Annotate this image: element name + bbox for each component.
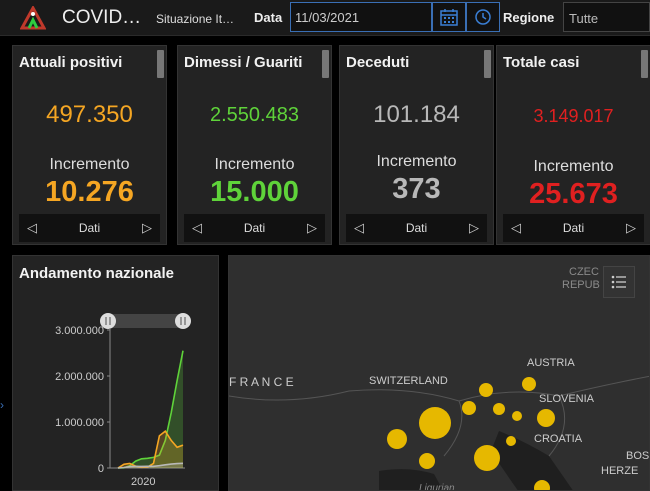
map-label: SLOVENIA (539, 393, 595, 405)
legend-button[interactable] (603, 266, 635, 298)
card-value: 3.149.017 (533, 106, 614, 126)
next-arrow-icon[interactable]: ▷ (469, 220, 479, 235)
card-scrollbar[interactable] (322, 50, 329, 78)
card-increment-value: 373 (392, 173, 441, 205)
card-footer: ◁ Dati ▷ (346, 214, 487, 242)
prev-arrow-icon[interactable]: ◁ (192, 220, 202, 235)
region-bubble[interactable] (537, 409, 555, 427)
map-canvas[interactable]: CZEC REPUB AUSTRIA F R A N C E SWITZERLA… (229, 256, 650, 491)
sea-area-ligurian (379, 469, 443, 490)
region-bubble[interactable] (419, 453, 435, 469)
map-label: SWITZERLAND (369, 375, 448, 387)
y-tick-label: 2.000.000 (55, 371, 104, 383)
series-positivi-line (117, 430, 184, 469)
region-bubble[interactable] (419, 407, 451, 439)
list-icon (611, 275, 626, 289)
trend-title: Andamento nazionale (19, 265, 175, 282)
italy-logo-icon (20, 6, 46, 30)
prev-arrow-icon[interactable]: ◁ (27, 220, 37, 235)
series-guariti-area (118, 350, 183, 468)
map-label: Ligurian (419, 483, 455, 491)
map-label: AUSTRIA (527, 357, 575, 369)
card-title: Totale casi (503, 54, 580, 71)
border-lines (229, 375, 649, 457)
map-label: HERZE (601, 465, 638, 477)
card-title: Dimessi / Guariti (184, 54, 303, 71)
card-footer-label: Dati (243, 221, 266, 235)
map-panel[interactable]: CZEC REPUB AUSTRIA F R A N C E SWITZERLA… (228, 255, 650, 491)
card-footer: ◁ Dati ▷ (184, 214, 325, 242)
app-subtitle: Situazione It… (156, 12, 235, 26)
series-positivi-area (118, 431, 183, 468)
range-handle-right[interactable] (175, 313, 191, 329)
card-increment-label: Incremento (533, 158, 614, 175)
card-increment-value: 25.673 (529, 178, 618, 210)
card-scrollbar[interactable] (484, 50, 491, 78)
region-bubble[interactable] (493, 403, 505, 415)
region-bubble[interactable] (512, 411, 522, 421)
range-slider-track[interactable] (106, 314, 183, 328)
region-bubble[interactable] (462, 401, 476, 415)
region-label: Regione (503, 10, 555, 25)
card-attuali-positivi: Attuali positivi 497.350 Incremento 10.2… (12, 45, 167, 245)
app-title: COVID… (62, 7, 142, 28)
card-scrollbar[interactable] (157, 50, 164, 78)
card-increment-value: 15.000 (210, 176, 299, 208)
card-footer-label: Dati (405, 221, 428, 235)
card-footer: ◁ Dati ▷ (503, 214, 644, 242)
y-tick-label: 0 (98, 463, 104, 475)
card-scrollbar[interactable] (641, 50, 648, 78)
map-label: CZEC (569, 266, 599, 278)
card-increment-label: Incremento (214, 156, 295, 173)
map-label: REPUB (562, 279, 600, 291)
x-tick-label: 2020 (131, 476, 155, 488)
region-bubble[interactable] (474, 445, 500, 471)
card-value: 101.184 (373, 101, 460, 128)
region-select[interactable]: Tutte (563, 2, 650, 32)
card-increment-label: Incremento (376, 153, 457, 170)
card-dimessi-guariti: Dimessi / Guariti 2.550.483 Incremento 1… (177, 45, 332, 245)
calendar-icon (440, 9, 458, 26)
trend-panel: Andamento nazionale 3.000.000 2.000.000 1.… (12, 255, 219, 491)
region-bubble[interactable] (534, 480, 550, 491)
card-value: 497.350 (46, 101, 133, 128)
card-footer-label: Dati (562, 221, 585, 235)
clock-icon (475, 9, 491, 25)
app-header: COVID… Situazione It… Data Regione Tutte (0, 0, 650, 36)
card-title: Attuali positivi (19, 54, 123, 71)
side-expand-icon[interactable]: › (0, 398, 4, 412)
map-label: BOSNI (626, 450, 650, 462)
prev-arrow-icon[interactable]: ◁ (511, 220, 521, 235)
card-increment-label: Incremento (49, 156, 130, 173)
series-deceduti-line (117, 462, 184, 469)
card-footer-label: Dati (78, 221, 101, 235)
card-footer: ◁ Dati ▷ (19, 214, 160, 242)
region-bubble[interactable] (387, 429, 407, 449)
map-label: CROATIA (534, 433, 583, 445)
trend-chart[interactable]: 3.000.000 2.000.000 1.000.000 0 2020 (13, 256, 220, 491)
time-button[interactable] (466, 2, 500, 32)
y-tick-label: 3.000.000 (55, 325, 104, 337)
land-area (229, 256, 649, 490)
map-label: F R A N C E (229, 375, 294, 389)
calendar-button[interactable] (432, 2, 466, 32)
region-bubble[interactable] (522, 377, 536, 391)
next-arrow-icon[interactable]: ▷ (307, 220, 317, 235)
region-bubble[interactable] (479, 383, 493, 397)
card-deceduti: Deceduti 101.184 Incremento 373 ◁ Dati ▷ (339, 45, 494, 245)
y-tick-label: 1.000.000 (55, 417, 104, 429)
prev-arrow-icon[interactable]: ◁ (354, 220, 364, 235)
range-handle-left[interactable] (100, 313, 116, 329)
region-bubble[interactable] (506, 436, 516, 446)
date-label: Data (254, 10, 283, 25)
card-value: 2.550.483 (210, 104, 299, 126)
card-title: Deceduti (346, 54, 410, 71)
card-totale-casi: Totale casi 3.149.017 Incremento 25.673 … (496, 45, 650, 245)
next-arrow-icon[interactable]: ▷ (626, 220, 636, 235)
card-increment-value: 10.276 (45, 176, 134, 208)
date-input[interactable] (290, 2, 432, 32)
next-arrow-icon[interactable]: ▷ (142, 220, 152, 235)
